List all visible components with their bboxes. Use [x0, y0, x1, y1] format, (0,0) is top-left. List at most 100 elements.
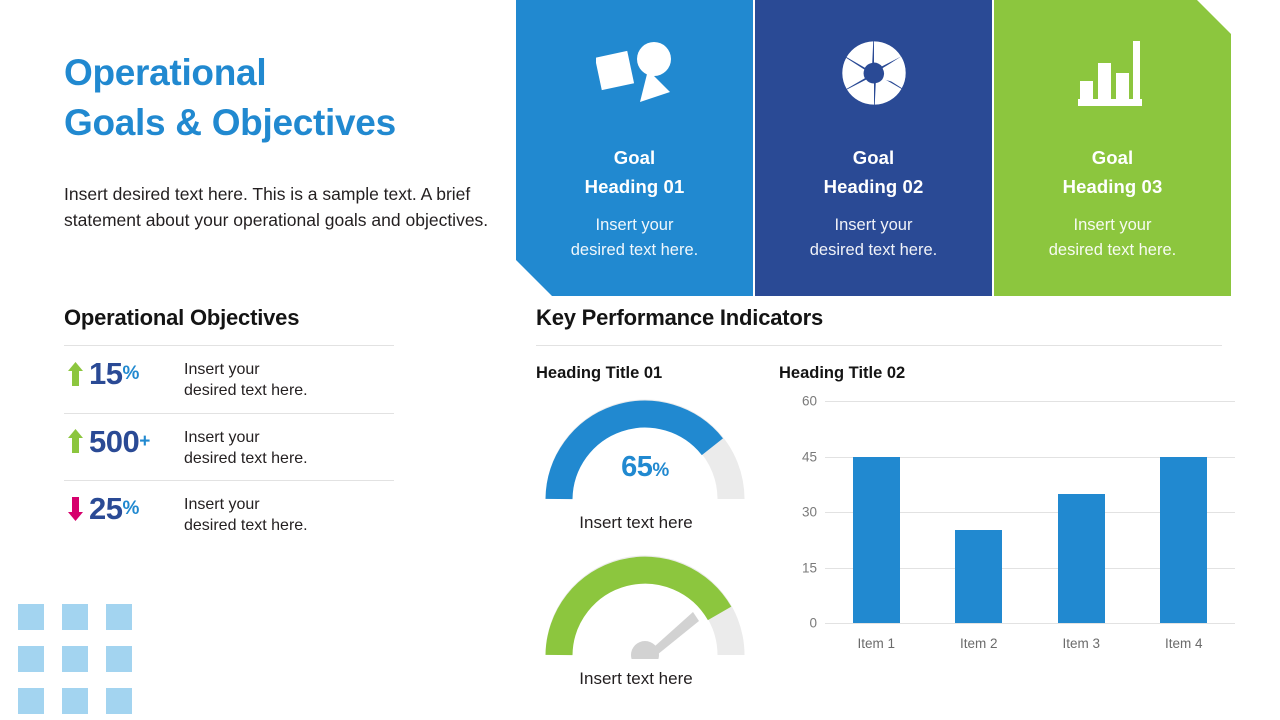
bar-slot — [1133, 401, 1236, 623]
x-axis-label-item-1: Item 1 — [857, 636, 895, 651]
bar-item-2[interactable] — [955, 530, 1003, 623]
y-axis-tick-45: 45 — [801, 449, 817, 464]
decorative-square-grid — [18, 604, 132, 714]
objective-value: 15 — [89, 356, 123, 391]
objective-description: Insert your desired text here. — [184, 358, 308, 402]
goal-card-description-line-2: desired text here. — [1048, 241, 1177, 260]
x-axis-label-item-3: Item 3 — [1062, 636, 1100, 651]
objective-metric: 25% — [64, 493, 184, 524]
needle-gauge — [545, 555, 745, 669]
donut-gauge-65: 65% — [545, 399, 745, 508]
intro-paragraph: Insert desired text here. This is a samp… — [64, 183, 489, 231]
objective-row: 15% Insert your desired text here. — [64, 346, 394, 414]
objective-description-line-2: desired text here. — [184, 517, 308, 535]
objective-description-line-1: Insert your — [184, 496, 260, 514]
kpi-gauge-panel: Heading Title 01 65% Insert text here — [536, 364, 779, 689]
objective-description-line-1: Insert your — [184, 361, 260, 378]
objective-description-line-2: desired text here. — [184, 382, 308, 400]
bar-chart-icon — [1078, 36, 1148, 110]
donut-gauge-percent-symbol: % — [652, 460, 669, 481]
decorative-square — [62, 604, 88, 630]
objective-metric: 500 + — [64, 426, 184, 457]
goal-card-01[interactable]: Goal Heading 01 Insert your desired text… — [516, 0, 753, 296]
objective-value: 25 — [89, 491, 123, 527]
goal-card-heading-line-1: Goal — [613, 147, 656, 168]
shapes-icon — [596, 36, 674, 110]
bar-slot — [825, 401, 928, 623]
objective-description: Insert your desired text here. — [184, 426, 308, 470]
bar-slot — [1030, 401, 1133, 623]
y-axis-tick-60: 60 — [801, 393, 817, 409]
goal-card-description-line-1: Insert your — [834, 216, 913, 235]
decorative-square — [62, 646, 88, 672]
goal-card-heading-line-2: Heading 03 — [1062, 175, 1163, 197]
gridline-15 — [825, 567, 1235, 569]
decorative-square — [106, 688, 132, 714]
objective-description-line-1: Insert your — [184, 428, 260, 446]
goal-card-description: Insert your desired text here. — [810, 213, 938, 263]
bar-item-4[interactable] — [1160, 456, 1208, 623]
decorative-square — [62, 688, 88, 714]
goal-card-description-line-1: Insert your — [1073, 216, 1152, 235]
goal-card-heading-line-2: Heading 02 — [823, 175, 924, 197]
decorative-square — [106, 604, 132, 630]
gridline-60 — [825, 401, 1235, 402]
objective-metric: 15% — [64, 358, 184, 389]
kpi-columns: Heading Title 01 65% Insert text here — [536, 364, 1235, 689]
goal-card-description-line-2: desired text here. — [809, 241, 938, 260]
bar-item-1[interactable] — [852, 456, 900, 623]
objective-suffix: % — [122, 498, 140, 520]
donut-gauge-number: 65 — [621, 451, 653, 483]
x-axis-labels: Item 1 Item 2 Item 3 Item 4 — [825, 636, 1235, 651]
kpi-gauge-panel-heading: Heading Title 01 — [536, 364, 663, 382]
y-axis-tick-30: 30 — [801, 504, 817, 520]
page-title: Operational Goals & Objectives — [64, 48, 494, 149]
kpi-divider — [536, 345, 1222, 346]
decorative-square — [18, 604, 44, 630]
arrow-down-icon — [68, 496, 83, 521]
needle-gauge-svg — [545, 555, 745, 669]
page-title-line-1: Operational — [64, 52, 267, 93]
gridline-0 — [825, 623, 1235, 624]
goal-card-heading: Goal Heading 02 — [824, 144, 924, 201]
bar-item-3[interactable] — [1057, 493, 1105, 623]
donut-gauge-svg — [545, 399, 745, 500]
x-axis-label-item-2: Item 2 — [959, 636, 998, 651]
goal-card-description-line-1: Insert your — [595, 216, 674, 235]
kpi-chart-panel: Heading Title 02 — [779, 364, 1235, 689]
goal-card-description: Insert your desired text here. — [1049, 213, 1177, 263]
decorative-square — [18, 688, 44, 714]
objective-description-line-2: desired text here. — [184, 449, 308, 467]
goal-card-description: Insert your desired text here. — [571, 213, 699, 263]
bars-layer — [825, 401, 1235, 623]
kpi-heading: Key Performance Indicators — [536, 305, 824, 330]
page-title-line-2: Goals & Objectives — [64, 102, 396, 144]
needle-gauge-caption: Insert text here — [579, 669, 693, 688]
objective-description: Insert your desired text here. — [184, 493, 308, 537]
goal-card-02[interactable]: Goal Heading 02 Insert your desired text… — [755, 0, 992, 296]
objective-row: 25% Insert your desired text here. — [64, 481, 394, 548]
objective-suffix: + — [139, 430, 151, 452]
left-column: Operational Goals & Objectives Insert de… — [64, 48, 494, 234]
objective-value: 500 — [89, 423, 140, 459]
goal-card-heading: Goal Heading 03 — [1063, 144, 1163, 201]
kpi-chart-panel-heading: Heading Title 02 — [779, 364, 906, 382]
decorative-square — [106, 646, 132, 672]
objective-suffix: % — [122, 363, 140, 384]
bar-chart-plot — [825, 401, 1235, 624]
gridline-30 — [825, 512, 1235, 513]
donut-gauge-value: 65% — [545, 451, 745, 484]
goal-cards-row: Goal Heading 01 Insert your desired text… — [516, 0, 1231, 296]
donut-gauge-caption: Insert text here — [579, 513, 693, 532]
x-axis-label-item-4: Item 4 — [1164, 636, 1203, 651]
goal-card-heading-line-2: Heading 01 — [584, 175, 685, 197]
goal-card-heading-line-1: Goal — [1091, 147, 1134, 168]
decorative-square — [18, 646, 44, 672]
goal-card-03[interactable]: Goal Heading 03 Insert your desired text… — [994, 0, 1231, 296]
aperture-icon — [841, 36, 907, 110]
y-axis-tick-15: 15 — [801, 560, 817, 575]
bar-slot — [928, 401, 1031, 623]
arrow-up-icon — [68, 429, 83, 454]
operational-objectives-section: Operational Objectives 15% Insert your d… — [64, 305, 394, 548]
bar-chart: 60 45 30 15 0 Item 1 Item 2 Item 3 Item … — [783, 394, 1235, 651]
